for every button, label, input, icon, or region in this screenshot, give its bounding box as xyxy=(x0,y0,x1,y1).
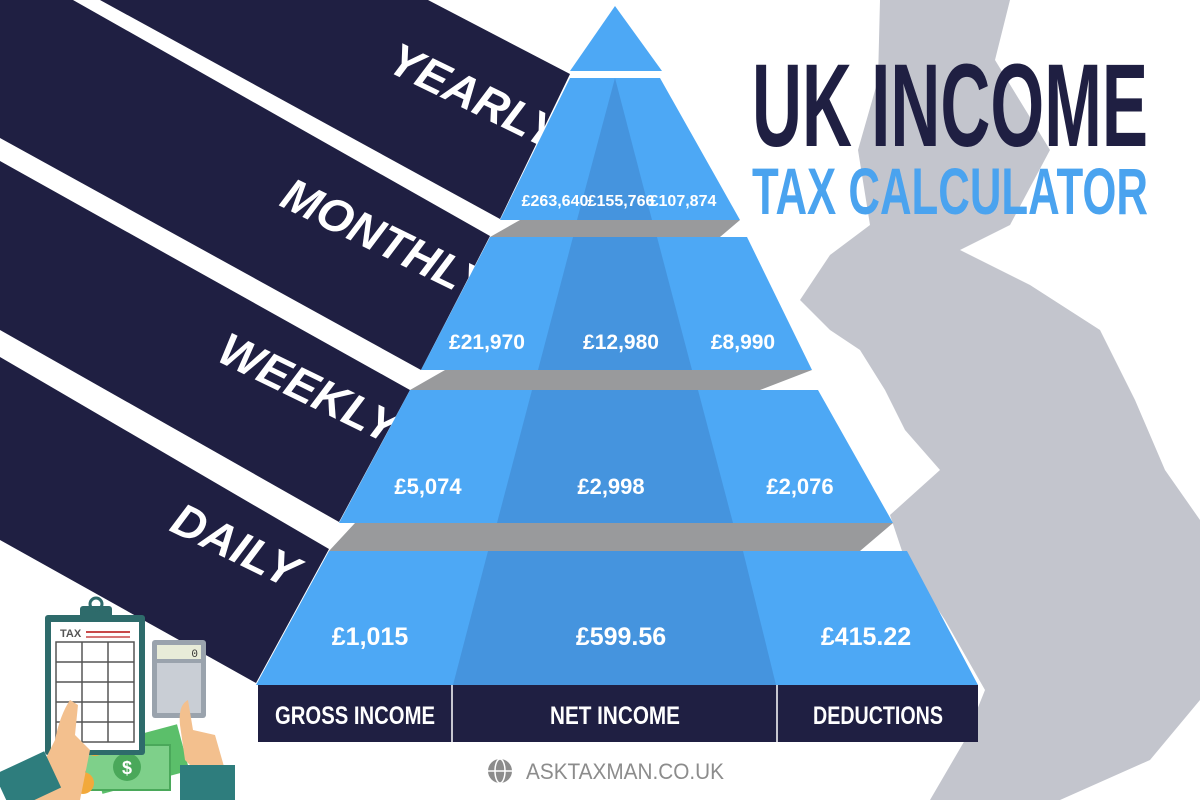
daily-net: £599.56 xyxy=(576,623,666,651)
gap-3 xyxy=(329,523,893,551)
column-gross-income: GROSS INCOME xyxy=(275,702,435,730)
svg-text:$: $ xyxy=(122,758,132,778)
website-link[interactable]: ASKTAXMAN.CO.UK xyxy=(526,759,724,784)
clipboard-label: TAX xyxy=(60,628,82,640)
pyramid-cap xyxy=(570,6,662,71)
tier-monthly xyxy=(421,237,812,370)
column-bar xyxy=(258,685,978,742)
tier-yearly xyxy=(500,78,740,220)
tier-weekly xyxy=(339,390,893,523)
weekly-net: £2,998 xyxy=(577,474,644,499)
band-monthly xyxy=(0,0,490,370)
tax-illustration: $ TAX 0 xyxy=(0,596,235,800)
title-line1: UK INCOME xyxy=(752,40,1148,172)
monthly-deductions: £8,990 xyxy=(711,331,775,354)
band-daily xyxy=(0,357,329,683)
monthly-gross: £21,970 xyxy=(449,331,525,354)
tier-daily xyxy=(256,551,978,685)
band-weekly xyxy=(0,161,410,522)
weekly-deductions: £2,076 xyxy=(766,474,833,499)
monthly-net: £12,980 xyxy=(583,331,659,354)
yearly-gross: £263,640 xyxy=(522,193,589,210)
band-yearly xyxy=(100,0,570,219)
daily-deductions: £415.22 xyxy=(821,623,911,651)
column-deductions: DEDUCTIONS xyxy=(813,702,943,730)
title-line2: TAX CALCULATOR xyxy=(752,154,1148,228)
column-net-income: NET INCOME xyxy=(550,702,680,730)
yearly-deductions: £107,874 xyxy=(650,193,717,210)
daily-gross: £1,015 xyxy=(332,623,409,651)
gap-1 xyxy=(490,220,740,237)
hand-icon xyxy=(0,700,235,800)
weekly-gross: £5,074 xyxy=(394,474,462,499)
globe-icon xyxy=(488,758,512,784)
calculator-display: 0 xyxy=(191,649,198,661)
uk-map xyxy=(800,0,1200,800)
calculator-icon: 0 xyxy=(152,640,206,718)
gap-2 xyxy=(410,370,812,390)
yearly-net: £155,766 xyxy=(588,193,655,210)
